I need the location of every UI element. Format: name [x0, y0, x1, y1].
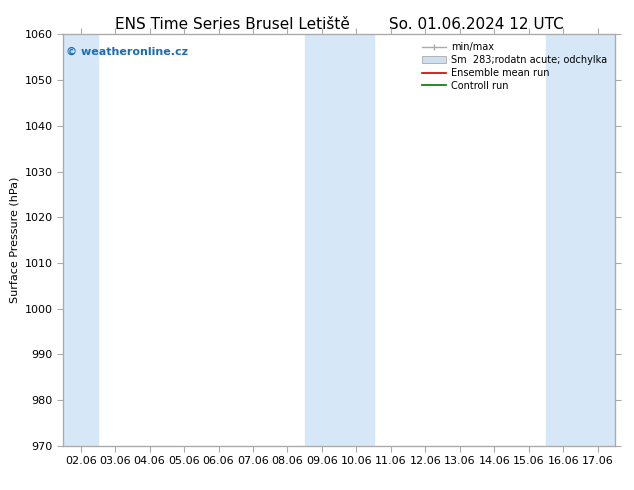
Text: © weatheronline.cz: © weatheronline.cz	[66, 47, 188, 57]
Bar	[63, 34, 98, 446]
Title: ENS Time Series Brusel Letiště        So. 01.06.2024 12 UTC: ENS Time Series Brusel Letiště So. 01.06…	[115, 17, 564, 32]
Y-axis label: Surface Pressure (hPa): Surface Pressure (hPa)	[10, 177, 19, 303]
Legend: min/max, Sm  283;rodatn acute; odchylka, Ensemble mean run, Controll run: min/max, Sm 283;rodatn acute; odchylka, …	[419, 39, 610, 94]
Bar	[546, 34, 615, 446]
Bar	[305, 34, 373, 446]
